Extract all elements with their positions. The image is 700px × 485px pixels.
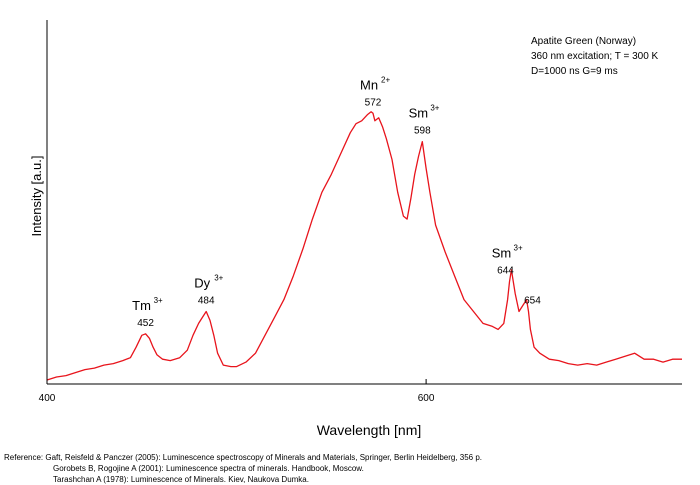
peak-ion: Mn xyxy=(360,77,378,92)
x-tick-label: 400 xyxy=(39,393,56,404)
reference-1: Reference: Gaft, Reisfeld & Panczer (200… xyxy=(4,453,483,462)
reference-2: Gorobets B, Rogojine A (2001): Luminesce… xyxy=(53,464,364,473)
axes xyxy=(46,20,682,385)
x-axis-label: Wavelength [nm] xyxy=(317,422,422,438)
peak-annotation: 598 Sm 3+ xyxy=(409,104,440,137)
peak-wavelength: 572 xyxy=(365,97,382,108)
info-sample: Apatite Green (Norway) xyxy=(531,36,636,47)
peak-charge: 3+ xyxy=(514,244,523,253)
peak-charge: 3+ xyxy=(154,296,163,305)
peak-wavelength: 644 xyxy=(497,266,514,277)
info-excitation: 360 nm excitation; T = 300 K xyxy=(531,51,659,62)
peak-annotation: 654 xyxy=(524,295,541,306)
peak-ion: Sm xyxy=(492,246,512,261)
references: Reference: Gaft, Reisfeld & Panczer (200… xyxy=(4,452,482,485)
peak-ion: Sm xyxy=(409,106,429,121)
peak-charge: 2+ xyxy=(381,75,390,84)
peak-ion: Dy xyxy=(194,275,210,290)
peak-ion: Tm xyxy=(132,298,151,313)
x-ticks: 400 600 xyxy=(39,379,435,404)
peak-wavelength: 654 xyxy=(524,295,541,306)
reference-3: Tarashchan A (1978): Luminescence of Min… xyxy=(53,475,309,484)
peak-wavelength: 598 xyxy=(414,126,431,137)
peak-annotation: 644 Sm 3+ xyxy=(492,244,523,277)
y-axis-label: Intensity [a.u.] xyxy=(29,156,44,237)
peak-charge: 3+ xyxy=(430,104,439,113)
info-box: Apatite Green (Norway) 360 nm excitation… xyxy=(531,36,659,77)
spectrum-line xyxy=(46,111,682,381)
x-tick-label: 600 xyxy=(418,393,435,404)
info-timing: D=1000 ns G=9 ms xyxy=(531,66,618,77)
peak-charge: 3+ xyxy=(214,273,223,282)
peak-wavelength: 484 xyxy=(198,295,215,306)
peak-wavelength: 452 xyxy=(137,318,154,329)
peak-annotation: 484 Dy 3+ xyxy=(194,273,223,306)
peak-annotation: 452 Tm 3+ xyxy=(132,296,163,329)
peak-annotation: 572 Mn 2+ xyxy=(360,75,390,108)
